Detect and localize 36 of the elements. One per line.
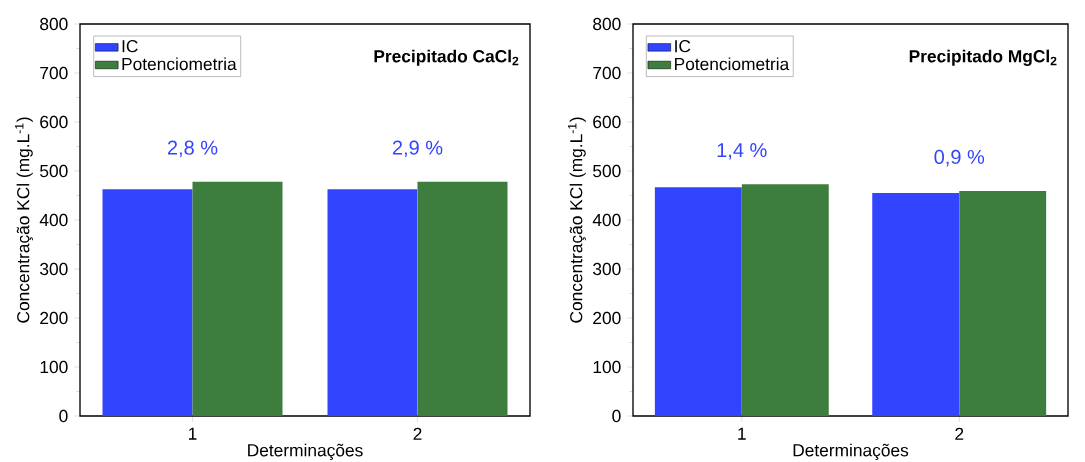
x-tick-label: 2 <box>955 427 964 440</box>
legend-label: IC <box>675 40 691 53</box>
legend-label: Potenciometria <box>122 57 237 71</box>
x-tick-label: 2 <box>413 427 422 440</box>
y-tick-label: 800 <box>40 17 68 31</box>
text: Precipitado MgCl$_{2}$ <box>909 49 1057 66</box>
y-tick-label: 400 <box>592 213 621 227</box>
y-tick-label: 400 <box>39 213 68 227</box>
y-tick-label: 100 <box>593 360 621 374</box>
legend-label: IC <box>122 40 138 53</box>
y-axis-title: Concentração KCl (mg.L$^{-1}$) <box>15 117 33 323</box>
text: Precipitado CaCl$_{2}$ <box>374 49 519 66</box>
y-tick-label: 300 <box>40 262 68 276</box>
y-tick-label: 200 <box>40 311 68 325</box>
annotation: 2,8 % <box>167 140 218 158</box>
y-tick-label: 0 <box>59 409 68 423</box>
legend-label: Potenciometria <box>675 57 790 71</box>
x-axis-title: Determinações <box>793 443 909 460</box>
y-tick-label: 800 <box>593 17 621 31</box>
annotation: 2,9 % <box>392 140 443 158</box>
y-tick-label: 700 <box>593 66 621 80</box>
annotation: 1,4 % <box>717 143 767 160</box>
y-tick-label: 500 <box>40 164 68 178</box>
y-tick-label: 0 <box>612 409 621 423</box>
y-tick-label: 300 <box>593 262 621 276</box>
x-axis-title: Determinações <box>248 443 363 460</box>
y-tick-label: 600 <box>40 115 68 129</box>
y-axis-title: Concentração KCl (mg.L$^{-1}$) <box>568 117 586 323</box>
annotation: 0,9 % <box>934 149 985 167</box>
y-tick-label: 500 <box>593 164 621 178</box>
x-tick-label: 1 <box>189 427 197 440</box>
y-tick-label: 600 <box>593 115 621 129</box>
y-tick-label: 700 <box>40 66 68 80</box>
x-tick-label: 1 <box>738 427 746 440</box>
y-tick-label: 100 <box>40 360 68 374</box>
y-tick-label: 200 <box>593 311 621 325</box>
